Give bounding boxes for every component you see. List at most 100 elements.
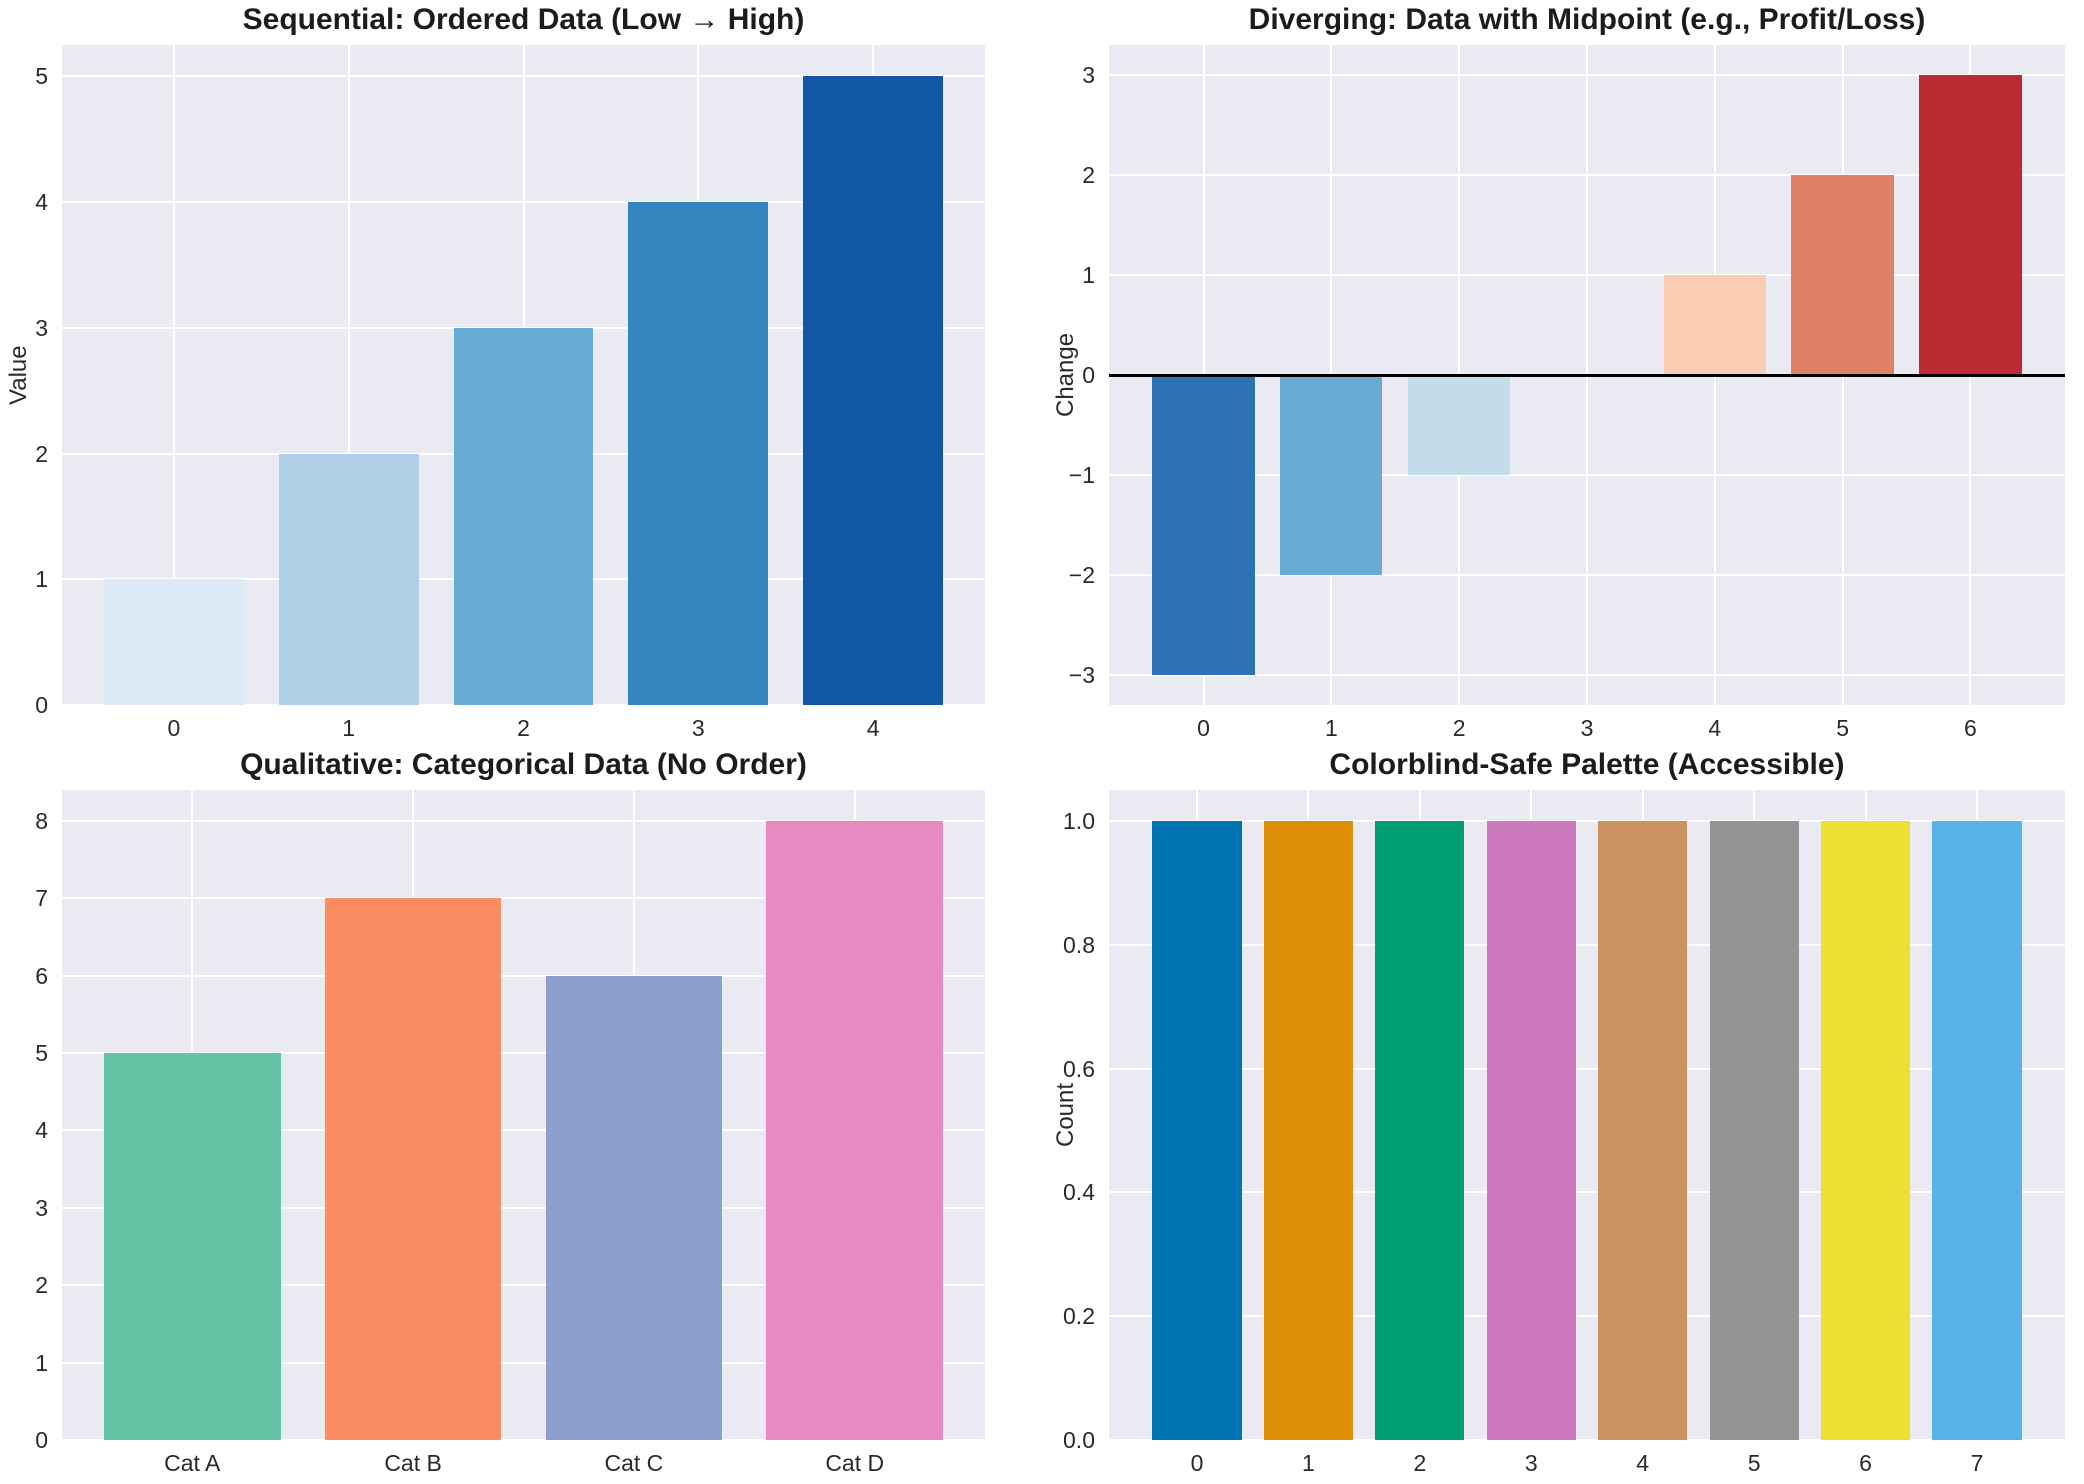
bar-3 bbox=[628, 202, 769, 705]
gridline-horizontal bbox=[62, 1439, 985, 1441]
y-tick-label: 5 bbox=[35, 1040, 48, 1067]
bar-6 bbox=[1820, 820, 1911, 1440]
bar-cat-d bbox=[766, 820, 944, 1440]
y-tick-label: 0 bbox=[35, 692, 48, 718]
y-tick-label: 2 bbox=[35, 440, 48, 467]
y-tick-label: 3 bbox=[1082, 62, 1095, 88]
gridline-horizontal bbox=[1109, 819, 2065, 822]
gridline-horizontal bbox=[62, 819, 985, 822]
y-tick-label: 7 bbox=[35, 885, 48, 912]
x-tick-label: 4 bbox=[1636, 1450, 1650, 1476]
gridline-horizontal bbox=[62, 1284, 985, 1287]
gridline-vertical bbox=[347, 45, 350, 705]
x-tick-label: 5 bbox=[1836, 715, 1849, 741]
y-tick-label: 0.4 bbox=[1063, 1179, 1095, 1206]
x-tick-label: Cat B bbox=[384, 1450, 442, 1476]
bar-cat-b bbox=[324, 898, 502, 1440]
x-tick-label: 6 bbox=[1859, 1450, 1872, 1476]
x-tick-label: 1 bbox=[1302, 1450, 1315, 1476]
x-tick-label: 1 bbox=[1324, 715, 1338, 741]
x-tick-label: 4 bbox=[1708, 715, 1722, 741]
bar-3 bbox=[1486, 820, 1576, 1440]
bar-5 bbox=[1709, 820, 1799, 1440]
plot-area-qualitative bbox=[62, 790, 985, 1441]
bar-4 bbox=[803, 76, 944, 705]
bar-6 bbox=[1919, 75, 2022, 375]
gridline-horizontal bbox=[1109, 943, 2065, 946]
x-tick-label: 0 bbox=[1197, 715, 1210, 741]
x-tick-label: Cat A bbox=[164, 1450, 221, 1476]
bar-5 bbox=[1791, 175, 1894, 375]
x-tick-label: 0 bbox=[1190, 1450, 1204, 1476]
gridline-horizontal bbox=[62, 1129, 985, 1132]
x-tick-label: Cat C bbox=[604, 1450, 664, 1476]
y-tick-label: −3 bbox=[1068, 662, 1095, 688]
x-tick-label: 2 bbox=[1452, 715, 1466, 741]
y-tick-label: 0.8 bbox=[1063, 931, 1095, 958]
subplot-title-colorblind: Colorblind-Safe Palette (Accessible) bbox=[1329, 748, 1845, 781]
gridline-horizontal bbox=[62, 1361, 985, 1364]
y-tick-label: 4 bbox=[35, 189, 48, 216]
gridline-horizontal bbox=[1109, 1439, 2065, 1441]
x-tick-label: 6 bbox=[1964, 715, 1977, 741]
bar-1 bbox=[278, 453, 419, 705]
bar-2 bbox=[1408, 375, 1511, 475]
y-tick-label: 2 bbox=[35, 1272, 48, 1299]
gridline-horizontal bbox=[1109, 1067, 2065, 1070]
bar-4 bbox=[1598, 820, 1688, 1440]
y-axis-label-count: Count bbox=[1052, 1082, 1079, 1148]
y-axis-label-value: Value bbox=[5, 345, 32, 405]
x-tick-label: 7 bbox=[1970, 1450, 1984, 1476]
gridline-horizontal bbox=[1109, 1315, 2065, 1318]
x-tick-label: 3 bbox=[1524, 1450, 1538, 1476]
bar-2 bbox=[1375, 820, 1465, 1440]
y-tick-label: 3 bbox=[35, 314, 48, 341]
gridline-horizontal bbox=[1109, 1191, 2065, 1194]
x-tick-label: 2 bbox=[517, 715, 530, 741]
x-tick-label: 4 bbox=[866, 715, 880, 741]
subplot-title-sequential: Sequential: Ordered Data (Low → High) bbox=[242, 3, 805, 36]
gridline-horizontal bbox=[62, 1206, 985, 1209]
bar-cat-c bbox=[545, 975, 723, 1440]
bar-0 bbox=[103, 579, 244, 705]
y-tick-label: 1 bbox=[1082, 262, 1095, 288]
y-tick-label: 2 bbox=[1082, 162, 1095, 188]
y-tick-label: 0.6 bbox=[1063, 1055, 1095, 1082]
x-tick-label: 2 bbox=[1413, 1450, 1427, 1476]
y-tick-label: 8 bbox=[35, 807, 48, 834]
plot-area-sequential bbox=[62, 45, 985, 706]
y-tick-label: 3 bbox=[35, 1194, 48, 1221]
bar-0 bbox=[1152, 820, 1242, 1440]
bar-cat-a bbox=[103, 1053, 281, 1440]
y-tick-label: −2 bbox=[1068, 562, 1095, 588]
gridline-horizontal bbox=[62, 1052, 985, 1055]
zero-baseline bbox=[1109, 373, 2065, 377]
gridline-vertical bbox=[172, 45, 175, 705]
plot-area-diverging bbox=[1109, 45, 2065, 705]
subplot-title-diverging: Diverging: Data with Midpoint (e.g., Pro… bbox=[1248, 3, 1926, 36]
bar-4 bbox=[1663, 275, 1766, 375]
y-tick-label: 1 bbox=[35, 566, 48, 593]
y-tick-label: 1 bbox=[35, 1349, 48, 1376]
bar-2 bbox=[453, 327, 594, 705]
y-tick-label: 5 bbox=[35, 63, 48, 90]
y-tick-label: 0.2 bbox=[1063, 1303, 1095, 1330]
y-tick-label: 1.0 bbox=[1063, 807, 1095, 834]
gridline-horizontal bbox=[62, 974, 985, 977]
gridline-horizontal bbox=[62, 704, 985, 706]
x-tick-label: 3 bbox=[691, 715, 705, 741]
y-tick-label: −1 bbox=[1068, 462, 1095, 488]
x-tick-label: 0 bbox=[167, 715, 181, 741]
bar-7 bbox=[1932, 820, 2022, 1440]
y-tick-label: 6 bbox=[35, 962, 48, 989]
bar-1 bbox=[1280, 375, 1383, 575]
y-tick-label: 0.0 bbox=[1063, 1427, 1095, 1453]
subplot-title-qualitative: Qualitative: Categorical Data (No Order) bbox=[240, 748, 807, 781]
plot-area-colorblind bbox=[1109, 790, 2065, 1441]
y-tick-label: 0 bbox=[1082, 362, 1095, 388]
gridline-horizontal bbox=[62, 897, 985, 900]
y-tick-label: 0 bbox=[35, 1427, 48, 1453]
bar-0 bbox=[1152, 375, 1255, 675]
y-tick-label: 4 bbox=[35, 1117, 48, 1144]
